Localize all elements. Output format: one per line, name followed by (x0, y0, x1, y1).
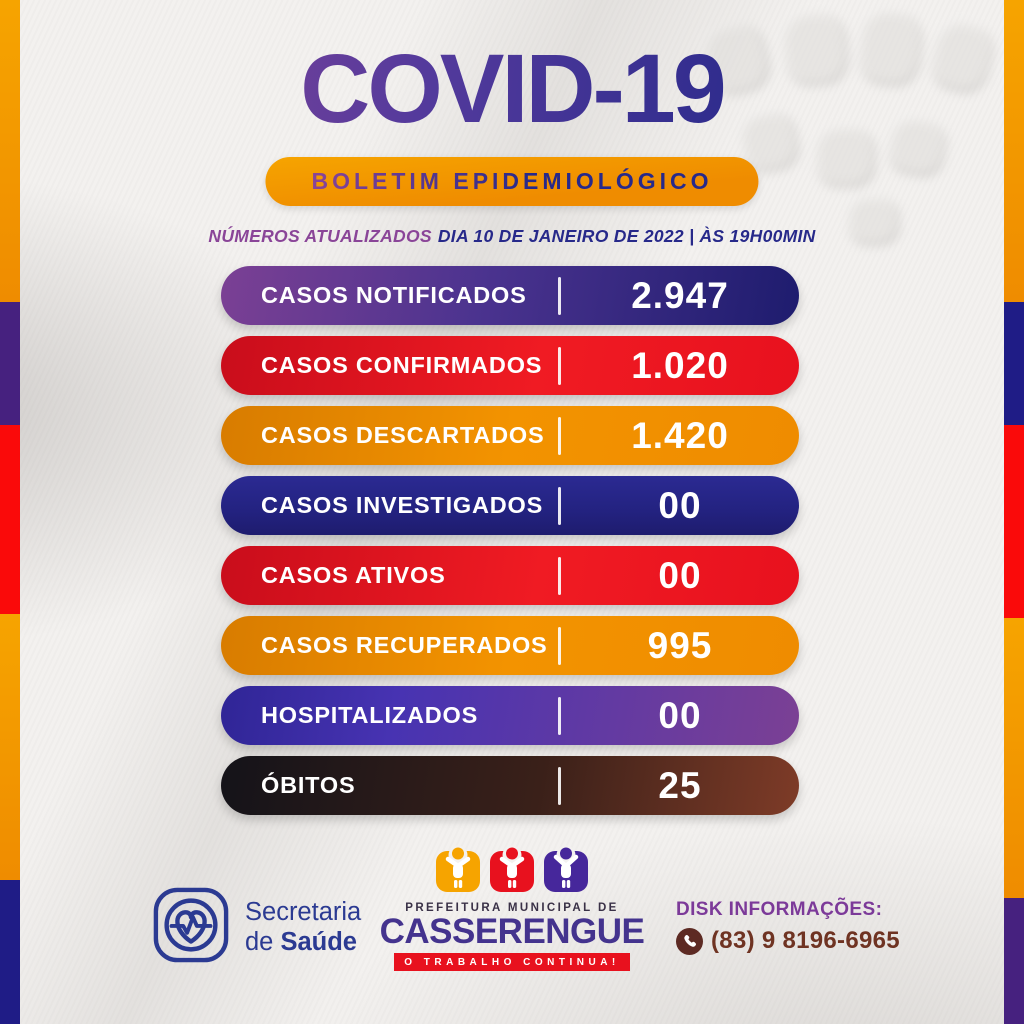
stat-divider (558, 696, 561, 735)
stat-row-casos-recuperados: CASOS RECUPERADOS 995 (221, 616, 799, 675)
stat-row-casos-investigados: CASOS INVESTIGADOS 00 (221, 476, 799, 535)
disk-info-block: DISK INFORMAÇÕES: (83) 9 8196-6965 (676, 899, 900, 955)
stat-value: 1.020 (631, 344, 729, 386)
stat-divider (558, 766, 561, 805)
bulletin-badge-label: BOLETIM EPIDEMIOLÓGICO (311, 168, 713, 194)
stat-label: CASOS CONFIRMADOS (261, 352, 543, 378)
stat-value: 1.420 (631, 414, 729, 456)
stat-divider (558, 486, 561, 525)
stat-value: 995 (647, 624, 713, 666)
subtitle-date: DIA 10 DE JANEIRO DE 2022 | ÀS 19H00MIN (437, 226, 816, 246)
stat-label: CASOS NOTIFICADOS (261, 282, 527, 308)
subtitle-lead: NÚMEROS ATUALIZADOS (208, 226, 432, 246)
stats-list: CASOS NOTIFICADOS 2.947 CASOS CONFIRMADO… (221, 266, 799, 826)
health-secretary-name: Secretaria de Saúde (245, 898, 361, 957)
bulletin-badge: BOLETIM EPIDEMIOLÓGICO (265, 157, 759, 206)
city-people-icons (362, 845, 662, 893)
stat-divider (558, 276, 561, 315)
disk-info-label: DISK INFORMAÇÕES: (676, 899, 883, 920)
stat-row-casos-descartados: CASOS DESCARTADOS 1.420 (221, 406, 799, 465)
health-secretary-block: Secretaria de Saúde (152, 886, 361, 969)
stat-value: 00 (658, 484, 702, 526)
stat-row-casos-notificados: CASOS NOTIFICADOS 2.947 (221, 266, 799, 325)
update-subtitle: NÚMEROS ATUALIZADOS DIA 10 DE JANEIRO DE … (0, 226, 1024, 247)
stat-value: 25 (658, 764, 702, 806)
person-arms-up-red-icon (489, 845, 535, 893)
city-hall-name: CASSERENGUE (379, 912, 645, 951)
stat-row-casos-confirmados: CASOS CONFIRMADOS 1.020 (221, 336, 799, 395)
right-edge-stripe (1004, 0, 1024, 1024)
phone-number: (83) 9 8196-6965 (711, 927, 900, 954)
stat-row-hospitalizados: HOSPITALIZADOS 00 (221, 686, 799, 745)
stat-row-casos-ativos: CASOS ATIVOS 00 (221, 546, 799, 605)
city-hall-ribbon: O TRABALHO CONTINUA! (394, 952, 630, 971)
stat-divider (558, 416, 561, 455)
stat-label: CASOS INVESTIGADOS (261, 492, 544, 518)
stat-divider (558, 626, 561, 665)
whatsapp-phone-icon (676, 927, 703, 955)
stat-label: CASOS ATIVOS (261, 562, 446, 588)
stat-label: CASOS DESCARTADOS (261, 422, 545, 448)
stat-label: CASOS RECUPERADOS (261, 632, 548, 658)
stat-value: 00 (658, 694, 702, 736)
person-arms-up-orange-icon (435, 845, 481, 893)
health-line2: de Saúde (245, 927, 357, 956)
left-edge-stripe (0, 0, 20, 1024)
health-line1: Secretaria (245, 897, 362, 926)
stat-value: 2.947 (631, 274, 729, 316)
heart-pulse-badge-icon (152, 886, 230, 969)
stat-divider (558, 346, 561, 385)
stat-divider (558, 556, 561, 595)
stat-label: ÓBITOS (261, 772, 356, 798)
city-hall-pre-label: PREFEITURA MUNICIPAL DE (405, 902, 619, 914)
stat-row-obitos: ÓBITOS 25 (221, 756, 799, 815)
person-arms-up-purple-icon (543, 845, 589, 893)
city-hall-block: PREFEITURA MUNICIPAL DE CASSERENGUE O TR… (362, 845, 662, 971)
page-title: COVID-19 (0, 38, 1024, 140)
stat-label: HOSPITALIZADOS (261, 702, 479, 728)
stat-value: 00 (658, 554, 702, 596)
